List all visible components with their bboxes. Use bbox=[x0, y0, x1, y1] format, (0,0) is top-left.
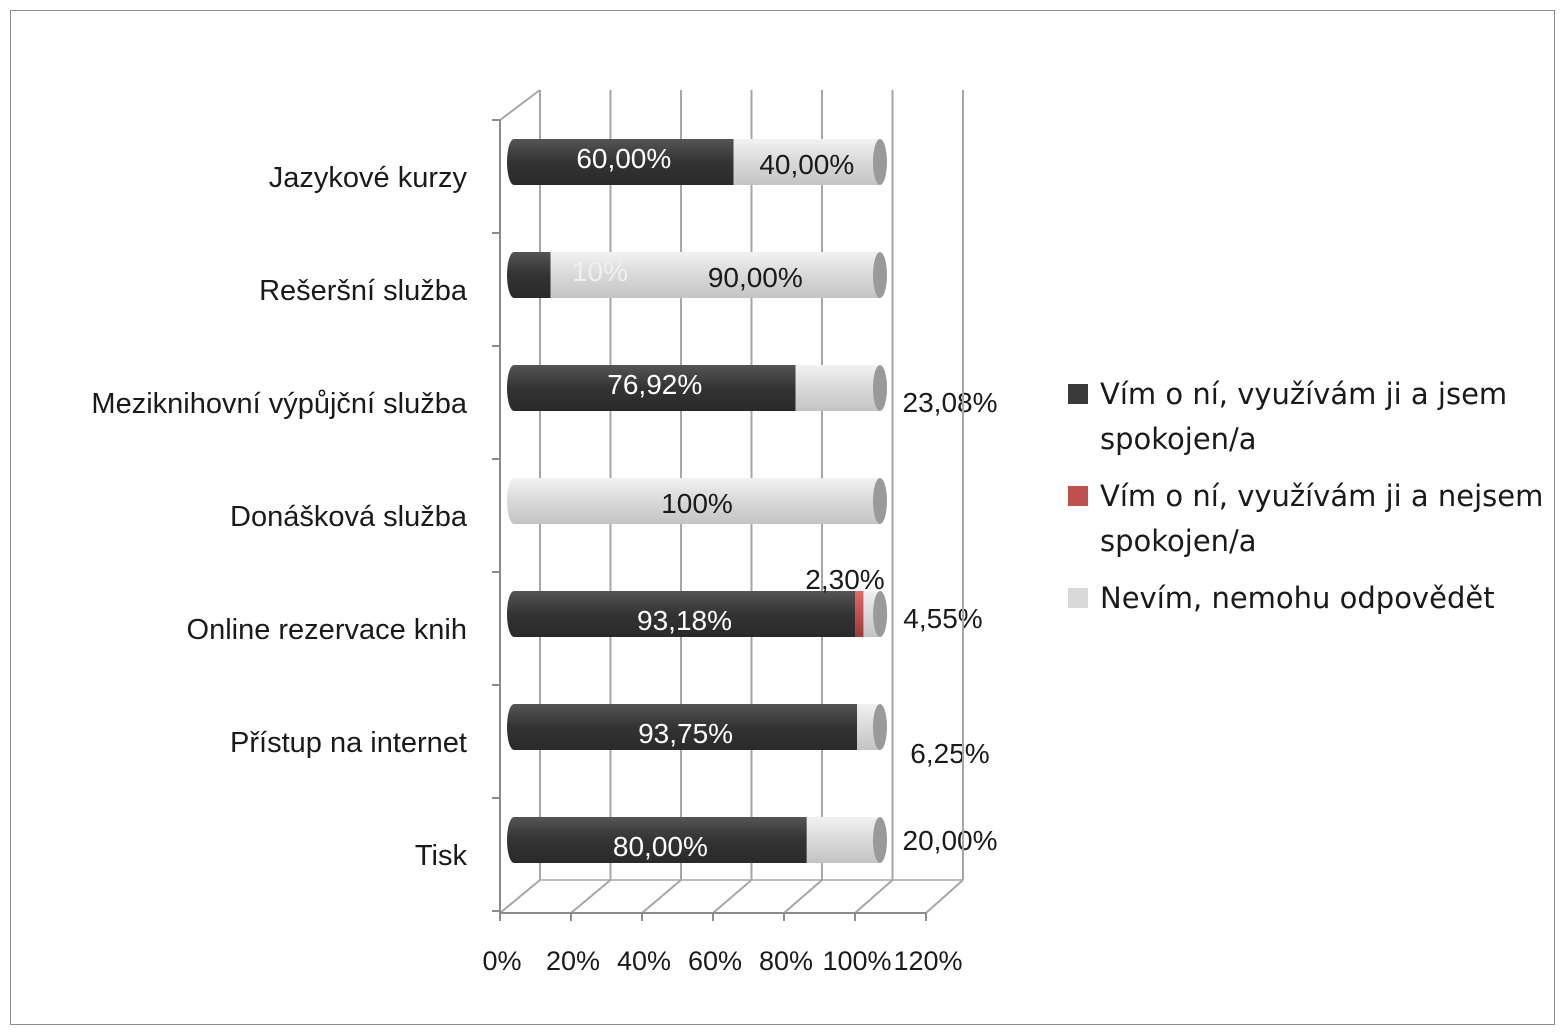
legend-item: Nevím, nemohu odpovědět bbox=[1068, 576, 1558, 621]
bar-start-cap bbox=[507, 252, 521, 298]
x-tick-label: 80% bbox=[759, 946, 813, 976]
legend-label: Vím o ní, využívám ji a jsem spokojen/a bbox=[1100, 377, 1508, 456]
bar-segment bbox=[733, 139, 880, 185]
bar-segment bbox=[855, 591, 864, 637]
data-label: 93,18% bbox=[637, 605, 732, 636]
data-label: 6,25% bbox=[910, 738, 989, 769]
bar-start-cap bbox=[507, 365, 521, 411]
bar-segment bbox=[514, 704, 858, 750]
legend-swatch bbox=[1068, 588, 1088, 608]
category-label: Rešeršní služba bbox=[259, 275, 468, 307]
data-label: 93,75% bbox=[638, 718, 733, 749]
legend-label: Vím o ní, využívám ji a nejsem spokojen/… bbox=[1100, 479, 1544, 558]
data-label: 80,00% bbox=[613, 831, 708, 862]
floor-gridline bbox=[783, 879, 823, 914]
x-tick-label: 120% bbox=[893, 946, 962, 976]
category-label: Přístup na internet bbox=[230, 727, 467, 759]
floor-gridline bbox=[570, 879, 612, 914]
bar-end-cap bbox=[873, 478, 887, 524]
x-tick-label: 60% bbox=[688, 946, 742, 976]
floor-gridline bbox=[854, 879, 894, 914]
bar-segment bbox=[514, 591, 856, 637]
legend: Vím o ní, využívám ji a jsem spokojen/a V… bbox=[1068, 372, 1558, 633]
floor-gridline bbox=[641, 879, 682, 914]
legend-label: Nevím, nemohu odpovědět bbox=[1100, 581, 1495, 615]
x-tick-label: 100% bbox=[822, 946, 891, 976]
floor-gridline bbox=[499, 879, 541, 914]
bar-start-cap bbox=[507, 478, 521, 524]
category-label: Meziknihovní výpůjční služba bbox=[91, 388, 467, 420]
data-label: 2,30% bbox=[805, 564, 884, 595]
legend-item: Vím o ní, využívám ji a nejsem spokojen/… bbox=[1068, 474, 1558, 564]
side-wall-top bbox=[499, 89, 541, 121]
bar-end-cap bbox=[873, 365, 887, 411]
data-label: 40,00% bbox=[759, 149, 854, 180]
bar-start-cap bbox=[507, 591, 521, 637]
bar-segment bbox=[514, 365, 796, 411]
data-label: 76,92% bbox=[607, 369, 702, 400]
bar-end-cap bbox=[873, 139, 887, 185]
data-label: 90,00% bbox=[708, 262, 803, 293]
legend-swatch bbox=[1068, 486, 1088, 506]
legend-item: Vím o ní, využívám ji a jsem spokojen/a bbox=[1068, 372, 1558, 462]
bar-start-cap bbox=[507, 139, 521, 185]
legend-swatch bbox=[1068, 384, 1088, 404]
bar-segment bbox=[514, 139, 734, 185]
category-label: Donášková služba bbox=[230, 501, 468, 533]
category-label: Tisk bbox=[415, 840, 468, 872]
bar-segment bbox=[514, 478, 880, 524]
data-label: 4,55% bbox=[903, 603, 982, 634]
bar-segment bbox=[550, 252, 880, 298]
data-label: 60,00% bbox=[576, 143, 671, 174]
data-label: 20,00% bbox=[903, 825, 998, 856]
x-tick-label: 40% bbox=[617, 946, 671, 976]
bar-end-cap bbox=[873, 252, 887, 298]
bar-start-cap bbox=[507, 704, 521, 750]
x-tick-label: 0% bbox=[482, 946, 521, 976]
floor-gridline bbox=[712, 879, 753, 914]
floor-gridline bbox=[925, 879, 964, 914]
bar-end-cap bbox=[873, 704, 887, 750]
bar-end-cap bbox=[873, 817, 887, 863]
bar-start-cap bbox=[507, 817, 521, 863]
category-label: Jazykové kurzy bbox=[269, 162, 468, 194]
bar-end-cap bbox=[873, 591, 888, 637]
category-label: Online rezervace knih bbox=[187, 614, 467, 646]
data-label: 100% bbox=[661, 488, 733, 519]
bar-segment bbox=[514, 817, 807, 863]
bar-segment bbox=[795, 365, 880, 411]
data-label: 23,08% bbox=[903, 387, 998, 418]
x-tick-label: 20% bbox=[546, 946, 600, 976]
bar-segment bbox=[806, 817, 880, 863]
data-label: 10% bbox=[572, 256, 628, 287]
